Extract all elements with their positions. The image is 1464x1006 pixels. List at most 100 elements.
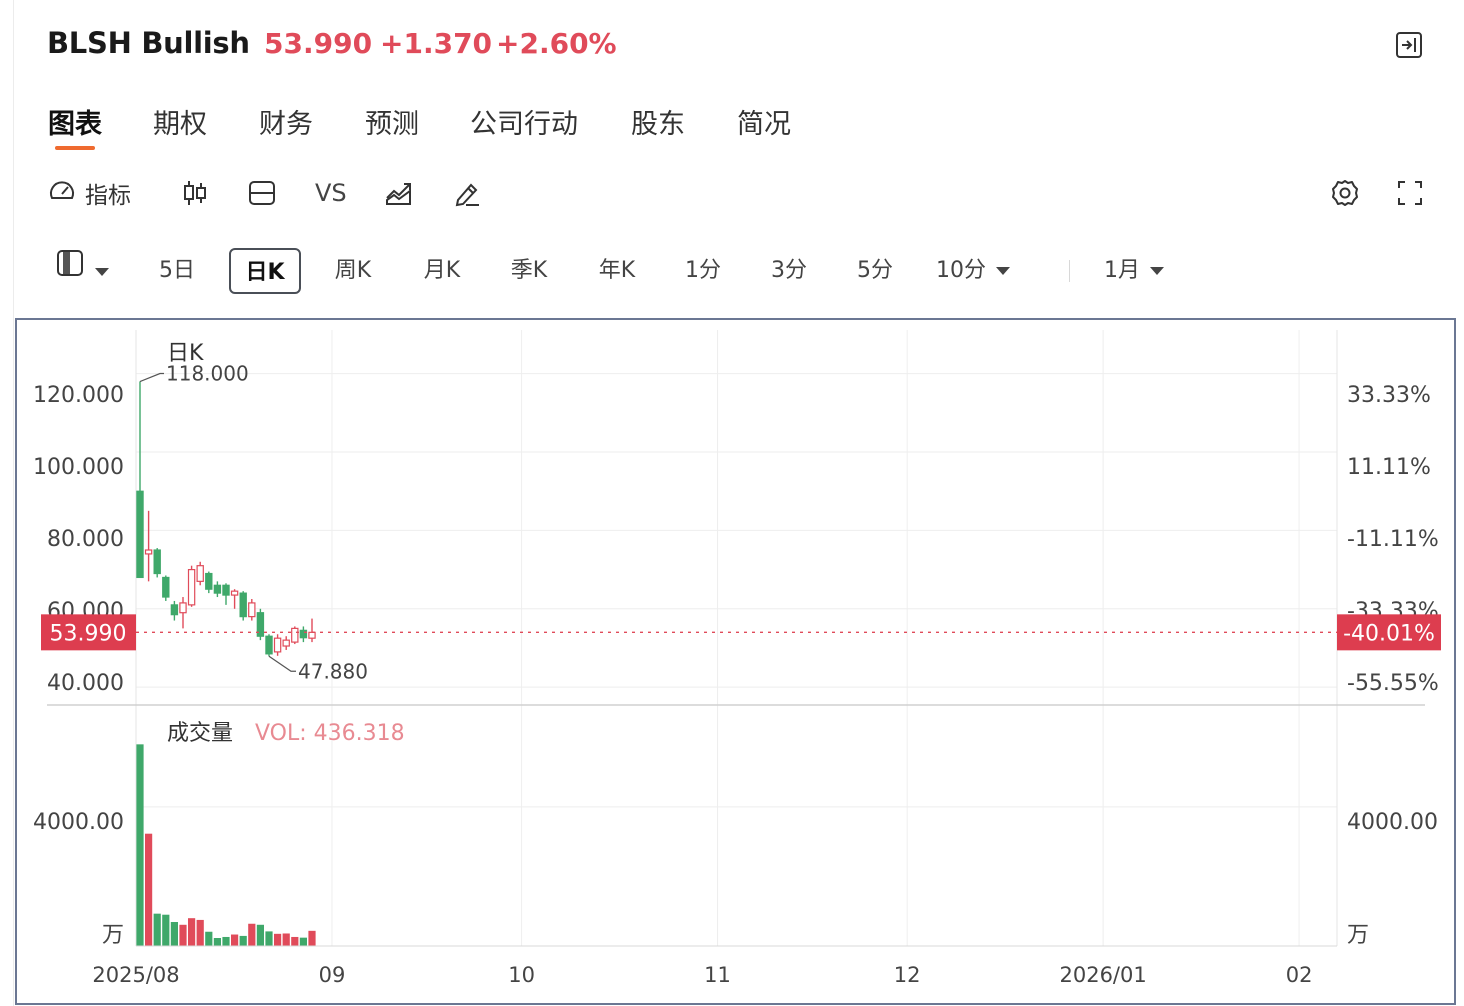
period-5d[interactable]: 5日 [159, 258, 195, 283]
volume-bar [136, 744, 144, 946]
candle-body [179, 602, 187, 614]
split-view-icon [55, 248, 85, 295]
tab-options[interactable]: 期权 [153, 109, 207, 140]
y-tick-right: -11.11% [1347, 527, 1439, 552]
panel-layout-icon[interactable] [247, 176, 277, 210]
tab-financials[interactable]: 财务 [259, 109, 313, 140]
range-dropdown[interactable]: 1月 [1104, 248, 1194, 294]
compare-icon[interactable] [384, 176, 414, 210]
candle-body [162, 576, 170, 598]
volume-bar [291, 936, 299, 946]
compare-button[interactable]: VS [315, 176, 347, 210]
candle-body [265, 635, 273, 655]
chevron-down-icon [95, 267, 109, 276]
chart-title: 日K [167, 341, 204, 366]
volume-title: 成交量 [167, 721, 233, 746]
period-5min[interactable]: 5分 [857, 258, 893, 283]
low-leader-line [268, 655, 296, 672]
period-3min[interactable]: 3分 [771, 258, 807, 283]
current-price-tag-text: 53.990 [50, 621, 127, 646]
period-monthly[interactable]: 月K [423, 258, 461, 283]
y-tick-right: 33.33% [1347, 383, 1431, 408]
candle-body [136, 490, 144, 579]
stock-detail-panel: BLSH Bullish 53.990 +1.370 +2.60% 图表 期权 … [13, 0, 1457, 1006]
candle-body [299, 629, 308, 639]
y-tick-left: 40.000 [47, 671, 124, 696]
candle-body [170, 604, 179, 616]
candlestick-icon[interactable] [180, 176, 210, 210]
stock-name: BLSH Bullish [47, 26, 250, 60]
x-tick-label: 12 [894, 963, 921, 987]
volume-bar [205, 931, 213, 946]
candle-body [308, 631, 316, 639]
candle-body [282, 639, 290, 647]
period-10min-dropdown[interactable]: 10分 [936, 248, 1036, 294]
volume-bar [153, 913, 161, 946]
collapse-panel-icon[interactable] [1394, 30, 1424, 60]
volume-unit-left: 万 [102, 923, 124, 948]
tab-forecast[interactable]: 预测 [365, 109, 419, 140]
grid-lines [135, 330, 1338, 946]
main-tabs: 图表 期权 财务 预测 公司行动 股东 简况 [14, 96, 914, 156]
volume-bar [282, 933, 290, 946]
last-price: 53.990 [264, 27, 373, 60]
candle-body [205, 572, 213, 590]
gauge-icon [47, 176, 77, 210]
chart-area[interactable]: 日K 120.000 100.000 80.000 60.000 40.000 … [15, 318, 1456, 1005]
volume-bar [145, 833, 153, 946]
volume-bar [179, 924, 187, 946]
low-price-label: 47.880 [298, 659, 368, 683]
candle-body [273, 637, 282, 653]
volume-bar [222, 936, 230, 946]
volume-bar [170, 922, 178, 946]
candle-body [239, 592, 247, 618]
period-daily[interactable]: 日K [229, 248, 301, 294]
chevron-down-icon [1150, 267, 1164, 275]
volume-bar [274, 933, 282, 946]
indicators-button[interactable]: 指标 [47, 176, 131, 210]
volume-bar [248, 923, 256, 946]
period-yearly[interactable]: 年K [598, 258, 636, 283]
volume-bars [136, 744, 316, 946]
x-axis-labels: 2025/08 09 10 11 12 2026/01 02 [92, 963, 1312, 987]
chart-style-dropdown[interactable] [47, 248, 117, 294]
candle-body [222, 584, 230, 596]
volume-bar [162, 914, 170, 946]
volume-bar [231, 934, 239, 946]
period-10min-label: 10分 [936, 258, 986, 283]
volume-tick-left: 4000.00 [33, 810, 124, 835]
period-weekly[interactable]: 周K [334, 258, 372, 283]
y-tick-left: 80.000 [47, 527, 124, 552]
tab-shareholders[interactable]: 股东 [631, 109, 685, 140]
price-chart[interactable]: 日K 120.000 100.000 80.000 60.000 40.000 … [17, 320, 1454, 1003]
current-percent-tag-text: -40.01% [1343, 621, 1435, 646]
volume-unit-right: 万 [1347, 923, 1369, 948]
x-tick-label: 2025/08 [92, 963, 179, 987]
x-tick-label: 02 [1286, 963, 1313, 987]
tab-corporate-actions[interactable]: 公司行动 [470, 109, 578, 140]
fullscreen-icon[interactable] [1395, 176, 1425, 210]
draw-pen-icon[interactable] [452, 176, 482, 210]
candle-body [153, 549, 161, 575]
x-tick-label: 09 [319, 963, 346, 987]
tab-profile[interactable]: 简况 [737, 109, 791, 140]
volume-bar [299, 937, 307, 946]
tab-chart[interactable]: 图表 [48, 109, 102, 140]
x-tick-label: 11 [704, 963, 731, 987]
high-price-label: 118.000 [166, 362, 249, 386]
candle-body [213, 584, 222, 594]
price-change-percent: +2.60% [496, 27, 617, 60]
compare-label: VS [315, 179, 347, 207]
candle-body [230, 590, 239, 596]
period-quarterly[interactable]: 季K [510, 258, 548, 283]
price-change: +1.370 [380, 27, 493, 60]
x-tick-label: 10 [508, 963, 535, 987]
period-1min[interactable]: 1分 [685, 258, 721, 283]
volume-bar [188, 918, 196, 946]
candle-body [144, 549, 153, 555]
candle-body [187, 569, 196, 606]
x-tick-label: 2026/01 [1059, 963, 1146, 987]
y-tick-left: 100.000 [33, 455, 124, 480]
settings-icon[interactable] [1330, 176, 1360, 210]
y-tick-right: -55.55% [1347, 671, 1439, 696]
